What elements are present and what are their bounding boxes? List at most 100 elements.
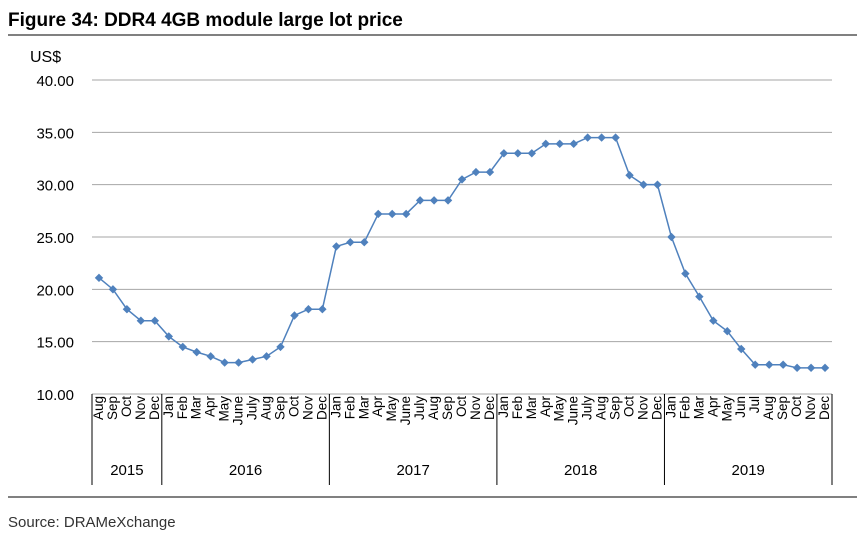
x-tick-label: Jan (161, 396, 176, 418)
data-point (583, 133, 592, 142)
x-tick-label: June (398, 396, 413, 425)
x-tick-label: Sep (775, 396, 790, 420)
y-tick-label: 25.00 (36, 230, 74, 247)
x-tick-label: Jan (496, 396, 511, 418)
x-tick-label: July (580, 396, 595, 420)
data-point (639, 180, 648, 189)
y-axis-label: US$ (30, 49, 61, 66)
data-point (625, 171, 634, 180)
data-point (737, 344, 746, 354)
data-point (332, 242, 341, 251)
data-point (443, 196, 453, 205)
data-point (290, 311, 299, 320)
x-tick-label: Oct (789, 396, 804, 417)
x-tick-label: Aug (761, 396, 776, 420)
x-tick-label: Aug (91, 396, 106, 420)
data-point (695, 292, 704, 301)
group-label: 2017 (396, 462, 429, 479)
y-tick-label: 20.00 (36, 282, 74, 299)
x-tick-label: Oct (286, 396, 301, 417)
y-tick-label: 10.00 (36, 387, 74, 404)
x-tick-label: Aug (259, 396, 274, 420)
x-tick-label: Nov (636, 396, 651, 420)
data-point (108, 285, 118, 294)
data-point (318, 305, 327, 314)
data-point (178, 342, 187, 352)
group-label: 2016 (229, 462, 262, 479)
data-point (555, 139, 564, 149)
x-tick-label: Oct (622, 396, 637, 417)
data-point (764, 360, 774, 369)
data-point (667, 232, 676, 242)
data-point (429, 196, 439, 205)
x-tick-label: Mar (524, 395, 539, 419)
x-tick-label: Dec (314, 396, 329, 420)
data-point (792, 363, 802, 373)
x-tick-label: Oct (454, 396, 469, 417)
data-point (387, 209, 397, 219)
x-tick-label: Mar (356, 395, 371, 419)
data-point (457, 175, 467, 184)
data-point (681, 269, 690, 278)
series-line (98, 136, 826, 369)
y-tick-label: 30.00 (36, 178, 74, 195)
x-tick-label: Apr (538, 396, 553, 418)
data-point (374, 209, 383, 219)
x-tick-label: Aug (426, 396, 441, 420)
x-tick-label: Sep (105, 396, 120, 420)
x-tick-label: Dec (649, 396, 664, 420)
data-point (499, 149, 509, 158)
x-tick-label: July (245, 396, 260, 420)
data-point (122, 305, 132, 314)
data-point (220, 358, 229, 367)
data-point (415, 196, 425, 205)
y-tick-label: 40.00 (36, 73, 74, 90)
group-label: 2018 (564, 462, 597, 479)
x-tick-label: Feb (175, 396, 190, 419)
data-point (778, 360, 788, 369)
x-tick-label: Jun (733, 396, 748, 418)
x-tick-label: May (552, 396, 567, 422)
data-point (346, 238, 355, 247)
x-tick-label: May (384, 396, 399, 422)
x-tick-label: Sep (440, 396, 455, 420)
data-point (304, 305, 313, 314)
data-point (527, 149, 537, 158)
x-tick-label: May (719, 396, 734, 422)
data-point (248, 355, 257, 364)
data-point (751, 360, 760, 369)
data-point (485, 167, 495, 177)
x-tick-label: Jan (663, 396, 678, 418)
data-point (820, 363, 830, 373)
x-tick-label: Oct (119, 396, 134, 417)
data-point (192, 347, 201, 357)
data-point (164, 332, 173, 341)
data-point (234, 358, 243, 367)
x-tick-label: July (412, 396, 427, 420)
x-tick-label: Nov (300, 396, 315, 420)
x-tick-label: Jul (747, 396, 762, 413)
data-point (262, 352, 271, 361)
data-point (206, 352, 215, 361)
x-tick-label: Feb (342, 396, 357, 419)
x-tick-label: Nov (133, 396, 148, 420)
source: Source: DRAMeXchange (8, 514, 176, 531)
chart-title: Figure 34: DDR4 4GB module large lot pri… (8, 10, 403, 31)
x-tick-label: Sep (608, 396, 623, 420)
data-point (597, 133, 606, 142)
x-tick-label: Sep (272, 396, 287, 420)
data-point (806, 363, 816, 373)
data-point (541, 139, 550, 149)
data-point (569, 139, 578, 149)
group-label: 2015 (110, 462, 143, 479)
data-point (709, 316, 718, 325)
data-point (653, 180, 662, 189)
data-point (401, 209, 411, 219)
x-tick-label: Mar (189, 395, 204, 419)
data-point (611, 133, 620, 142)
x-tick-label: Dec (482, 396, 497, 420)
x-tick-label: Dec (147, 396, 162, 420)
data-point (136, 316, 146, 325)
x-tick-label: June (566, 396, 581, 425)
